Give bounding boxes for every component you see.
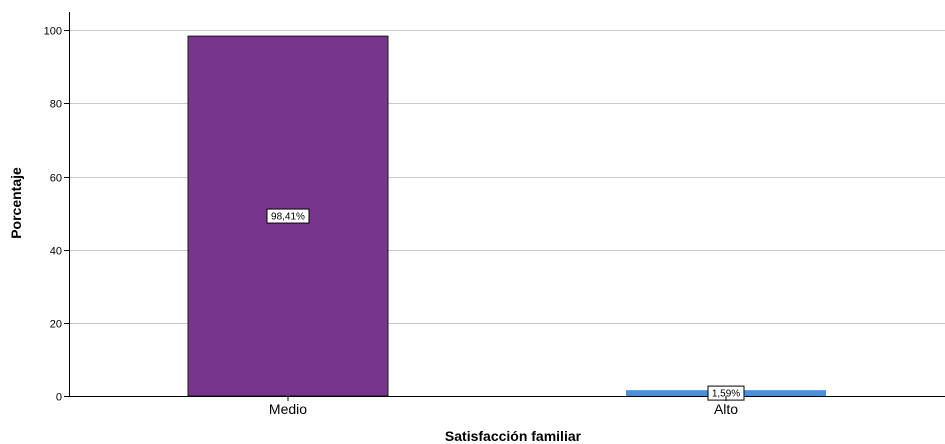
y-tick-label: 100 [44,26,62,38]
data-labels: 98,41% 1,59% [266,208,745,401]
data-label: 98,41% [271,212,305,223]
x-tick-label: Medio [269,401,307,417]
y-tick-label: 20 [50,319,62,331]
axes [69,12,945,397]
data-label-box [266,208,310,224]
data-label: 1,59% [712,389,740,400]
y-tick-label: 0 [56,392,62,404]
y-tick-label: 40 [50,246,62,258]
y-tick-label: 60 [50,173,62,185]
x-tick-label: Alto [714,401,738,417]
y-axis-title: Porcentaje [8,167,24,239]
y-axis-ticks: 0 20 40 60 80 100 [44,26,69,404]
y-tick-label: 80 [50,99,62,111]
x-axis-title: Satisfacción familiar [445,428,582,444]
x-axis-categories: Medio Alto [269,396,738,417]
